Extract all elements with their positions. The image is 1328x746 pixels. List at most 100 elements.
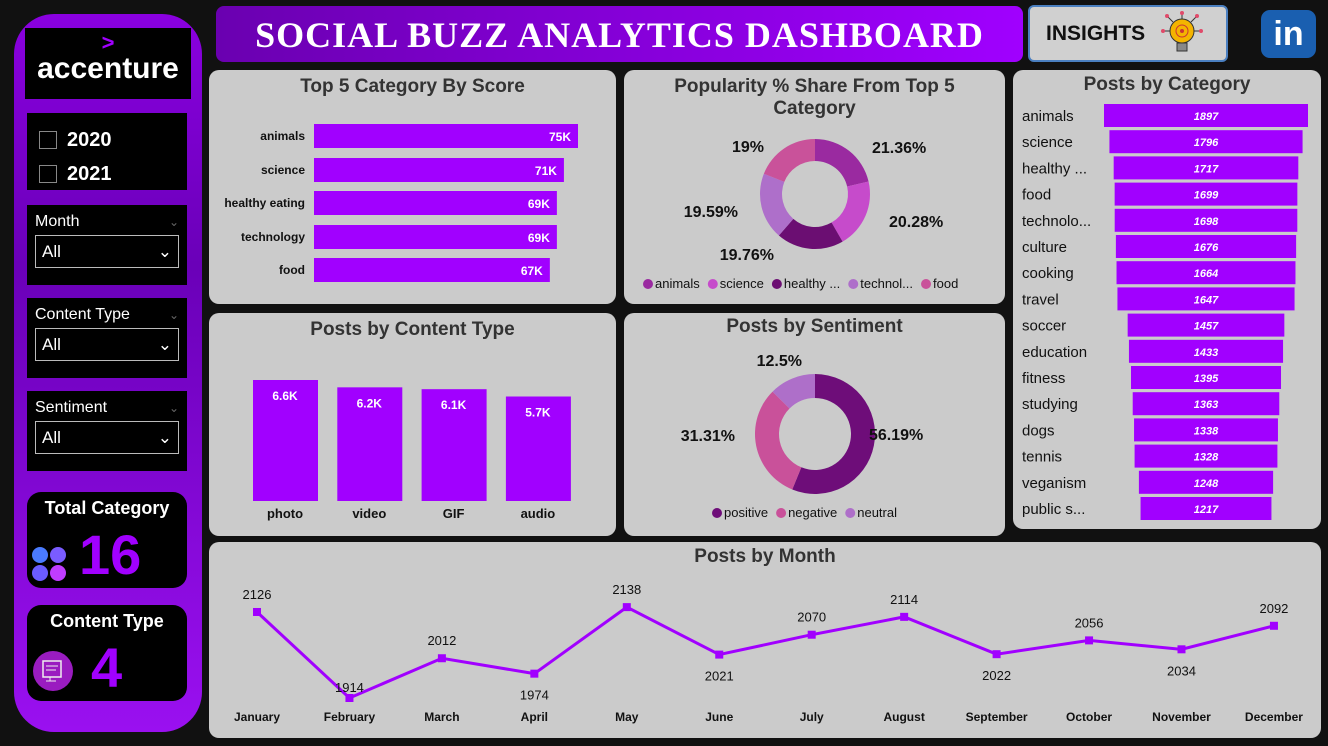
category-label: technolo... <box>1022 213 1091 230</box>
linkedin-button[interactable]: in <box>1261 10 1316 58</box>
content-type-dropdown[interactable]: All ⌄ <box>35 328 179 361</box>
data-label: 56.19% <box>869 427 923 444</box>
funnel-bar <box>1116 261 1296 285</box>
data-point <box>992 650 1001 659</box>
bar <box>253 380 318 501</box>
data-label: 2056 <box>1075 615 1104 630</box>
insights-button[interactable]: INSIGHTS <box>1028 5 1228 62</box>
lightbulb-icon <box>1161 10 1204 51</box>
dashboard-title: SOCIAL BUZZ ANALYTICS DASHBOARD <box>216 6 1023 62</box>
data-label: 2126 <box>243 587 272 602</box>
category-label: video <box>352 506 386 521</box>
total-category-card: Total Category 16 <box>27 492 187 588</box>
sentiment-dropdown[interactable]: All ⌄ <box>35 421 179 454</box>
funnel-bar <box>1113 156 1299 180</box>
data-label: 69K <box>528 197 550 211</box>
data-label: 1699 <box>1194 190 1219 202</box>
chevron-down-icon: ⌄ <box>157 241 172 261</box>
data-label: 1457 <box>1194 321 1219 333</box>
x-tick-label: October <box>1066 710 1112 724</box>
year-filter: 2020 2021 <box>27 113 187 190</box>
chevron-down-icon: ⌄ <box>157 427 172 447</box>
category-label: photo <box>267 506 303 521</box>
grid-icon <box>32 547 66 581</box>
x-tick-label: June <box>705 710 733 724</box>
category-label: fitness <box>1022 370 1065 387</box>
bar <box>314 191 557 215</box>
category-label: dogs <box>1022 422 1055 439</box>
category-label: science <box>261 163 305 177</box>
funnel-bar <box>1138 470 1274 494</box>
data-label: 2092 <box>1259 601 1288 616</box>
data-point <box>807 630 816 639</box>
data-point <box>1085 636 1094 645</box>
legend-marker <box>771 279 782 289</box>
year-option-2021[interactable]: 2021 <box>39 157 187 191</box>
donut-slice <box>763 139 815 182</box>
funnel-bar <box>1134 444 1278 468</box>
data-label: 1433 <box>1194 347 1218 359</box>
x-tick-label: April <box>521 710 548 724</box>
data-point <box>1177 645 1186 654</box>
content-type-card: Content Type 4 <box>27 605 187 701</box>
bar <box>421 389 487 501</box>
legend-marker <box>845 508 856 518</box>
data-label: 2138 <box>612 582 641 597</box>
legend-item: neutral <box>857 505 897 520</box>
legend-marker <box>707 279 718 289</box>
x-tick-label: May <box>615 710 639 724</box>
checkbox[interactable] <box>39 131 57 149</box>
data-label: 1248 <box>1194 478 1219 490</box>
data-point <box>253 607 261 616</box>
data-point <box>345 694 354 702</box>
accenture-logo: > accenture <box>25 28 191 99</box>
legend-item: negative <box>788 505 837 520</box>
data-label: 1395 <box>1194 373 1219 385</box>
data-label: 1328 <box>1194 452 1219 464</box>
donut-slice <box>778 218 843 249</box>
data-label: 1338 <box>1194 425 1219 437</box>
checkbox[interactable] <box>39 165 57 183</box>
x-tick-label: July <box>800 710 824 724</box>
category-label: animals <box>1022 108 1074 125</box>
funnel-bar <box>1109 130 1303 154</box>
data-label: 2022 <box>982 668 1011 683</box>
data-label: 2012 <box>427 633 456 648</box>
data-label: 1363 <box>1194 399 1218 411</box>
category-label: cooking <box>1022 265 1074 282</box>
category-label: food <box>1022 187 1051 204</box>
data-label: 69K <box>528 231 550 245</box>
legend-marker <box>921 279 932 289</box>
content-type-value: 4 <box>91 636 123 699</box>
data-label: 1698 <box>1194 216 1219 228</box>
data-point <box>900 612 909 621</box>
donut-slice <box>815 139 869 187</box>
data-label: 31.31% <box>681 428 735 445</box>
content-icon <box>33 651 73 691</box>
x-tick-label: February <box>324 710 376 724</box>
year-option-2020[interactable]: 2020 <box>39 123 187 157</box>
sentiment-panel: Posts by Sentiment <box>624 313 1005 536</box>
legend-item: positive <box>724 505 768 520</box>
data-label: 1796 <box>1194 137 1219 149</box>
total-category-value: 16 <box>79 523 142 586</box>
x-tick-label: August <box>883 710 924 724</box>
slicer-label: Month <box>35 213 80 230</box>
chevron-down-icon[interactable]: ⌄ <box>168 308 179 322</box>
chevron-down-icon[interactable]: ⌄ <box>168 401 179 415</box>
chevron-down-icon[interactable]: ⌄ <box>168 215 179 229</box>
data-point <box>437 654 446 663</box>
donut-slice <box>792 374 875 494</box>
bar <box>314 225 557 249</box>
month-dropdown[interactable]: All ⌄ <box>35 235 179 268</box>
data-label: 2021 <box>705 669 734 684</box>
data-label: 1217 <box>1194 504 1219 516</box>
funnel-bar <box>1134 418 1278 442</box>
donut-slice <box>772 374 815 409</box>
content-type-slicer: Content Type ⌄ All ⌄ <box>27 298 187 378</box>
legend-marker <box>776 508 787 518</box>
data-label: 1974 <box>520 688 549 703</box>
slicer-label: Sentiment <box>35 399 108 416</box>
funnel-bar <box>1115 235 1297 258</box>
legend-marker <box>848 279 859 289</box>
